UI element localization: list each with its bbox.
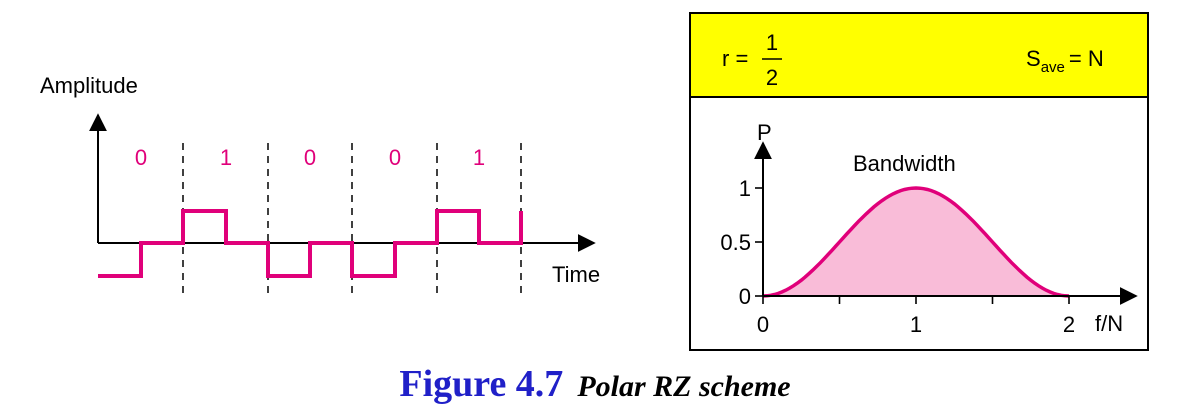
x-tick-label: 1 — [910, 312, 922, 337]
caption-number: Figure 4.7 — [399, 363, 564, 405]
bit-label: 0 — [135, 145, 147, 170]
bit-label: 1 — [473, 145, 485, 170]
ratio-numerator: 1 — [766, 30, 778, 55]
polar-rz-signal — [98, 209, 523, 278]
y-tick-label: 0.5 — [720, 230, 751, 255]
panel-frame — [689, 12, 1149, 351]
x-ticks: 0 1 2 — [757, 296, 1075, 337]
signal-diagram: Amplitude Time 0 1 0 0 1 — [40, 73, 600, 298]
ratio-label: r = — [722, 46, 748, 71]
y-tick-label: 0 — [739, 284, 751, 309]
y-ticks: 00.51 — [720, 176, 763, 309]
save-rhs: = N — [1069, 46, 1104, 71]
save-formula: Save = N — [1026, 46, 1104, 76]
x-tick-label: 2 — [1063, 312, 1075, 337]
figure-caption: Figure 4.7 Polar RZ scheme — [0, 362, 1190, 406]
bit-labels: 0 1 0 0 1 — [135, 145, 485, 170]
bit-label: 0 — [304, 145, 316, 170]
panel-header — [690, 13, 1148, 97]
bandwidth-area — [763, 188, 1069, 296]
save-symbol: S — [1026, 46, 1041, 71]
x-tick-label: 0 — [757, 312, 769, 337]
bit-label: 1 — [220, 145, 232, 170]
bandwidth-curve — [762, 186, 1070, 298]
f-axis-label: f/N — [1095, 311, 1123, 336]
bandwidth-title: Bandwidth — [853, 151, 956, 176]
caption-title: Polar RZ scheme — [577, 370, 791, 403]
time-label: Time — [552, 262, 600, 287]
save-subscript: ave — [1041, 59, 1065, 76]
ratio-denominator: 2 — [766, 65, 778, 90]
y-tick-label: 1 — [739, 176, 751, 201]
bit-label: 0 — [389, 145, 401, 170]
amplitude-label: Amplitude — [40, 73, 138, 98]
p-axis-label: P — [757, 120, 772, 145]
